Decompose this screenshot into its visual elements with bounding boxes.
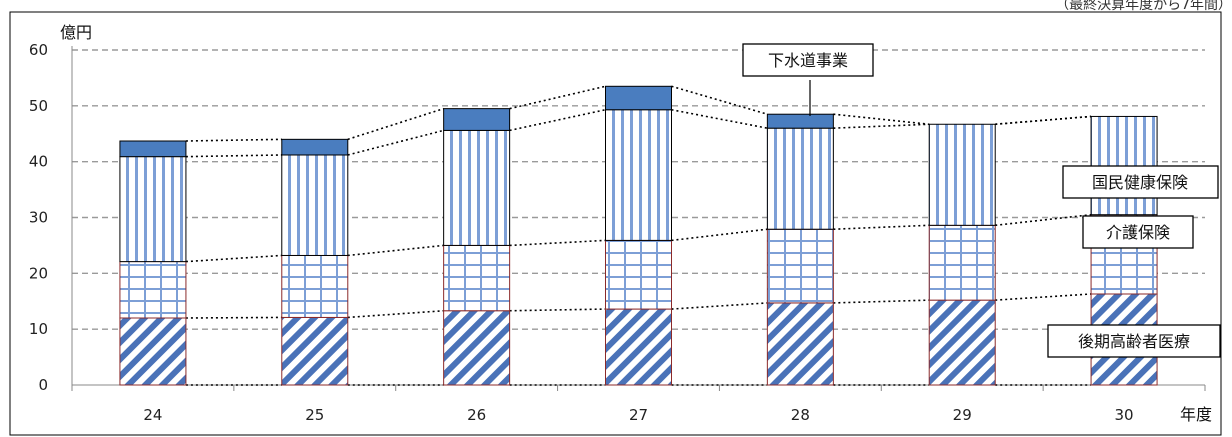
connector-line bbox=[995, 213, 1092, 227]
callout-elderly: 後期高齢者医療 bbox=[1047, 324, 1221, 358]
bar-segment-後期高齢者医療-26 bbox=[443, 310, 511, 386]
bar-segment-後期高齢者医療-28 bbox=[766, 302, 834, 386]
y-tick-label: 40 bbox=[29, 153, 48, 171]
x-tick-label: 28 bbox=[791, 406, 810, 424]
connector-line bbox=[509, 308, 606, 312]
bar-segment-下水道事業-25 bbox=[281, 138, 349, 156]
bar-segment-下水道事業-26 bbox=[443, 108, 511, 131]
connector-line bbox=[509, 108, 606, 132]
callout-care-label: 介護保険 bbox=[1106, 223, 1170, 242]
connector-line bbox=[185, 254, 282, 263]
bar-segment-後期高齢者医療-27 bbox=[605, 308, 672, 386]
bar-segment-国民健康保険-24 bbox=[119, 156, 187, 263]
connector-line bbox=[347, 244, 444, 257]
x-tick-label: 27 bbox=[629, 406, 648, 424]
y-unit-label: 億円 bbox=[60, 23, 92, 42]
connector-line bbox=[833, 123, 930, 129]
connector-line bbox=[347, 129, 444, 156]
connector-line bbox=[833, 299, 930, 304]
bar-segment-下水道事業-28 bbox=[766, 113, 834, 129]
x-tick-label: 24 bbox=[143, 406, 162, 424]
connector-line-total bbox=[347, 107, 444, 141]
connector-line bbox=[833, 224, 930, 231]
connector-line-total bbox=[671, 85, 768, 115]
bar-segment-介護保険-28 bbox=[766, 228, 834, 304]
y-tick-label: 10 bbox=[29, 320, 48, 338]
note-top-right: （最終決算年度から7年間） bbox=[1055, 0, 1232, 13]
x-tick-label: 26 bbox=[467, 406, 486, 424]
y-tick-label: 0 bbox=[38, 376, 48, 394]
callout-nhi-label: 国民健康保険 bbox=[1092, 173, 1188, 192]
y-tick-label: 20 bbox=[29, 264, 48, 282]
connector-line bbox=[185, 316, 282, 319]
callout-sewer-label: 下水道事業 bbox=[768, 51, 848, 70]
y-tick-label: 50 bbox=[29, 97, 48, 115]
connector-line bbox=[185, 154, 282, 158]
bar-segment-介護保険-29 bbox=[928, 224, 996, 301]
bar-segment-後期高齢者医療-29 bbox=[928, 299, 996, 386]
bar-segment-介護保険-25 bbox=[281, 254, 349, 318]
connector-line bbox=[671, 228, 768, 242]
connector-line-total bbox=[833, 113, 930, 126]
bar-segment-介護保険-24 bbox=[119, 261, 187, 319]
connector-line bbox=[671, 108, 768, 129]
connector-line-total bbox=[509, 85, 606, 110]
connector-line-total bbox=[995, 115, 1092, 126]
y-tick-label: 60 bbox=[29, 41, 48, 59]
connector-line bbox=[671, 302, 768, 310]
bar-segment-国民健康保険-26 bbox=[443, 129, 511, 246]
connector-line-total bbox=[185, 138, 282, 142]
callout-sewer: 下水道事業 bbox=[742, 43, 874, 116]
x-tick-label: 30 bbox=[1115, 406, 1134, 424]
x-tick-label: 25 bbox=[305, 406, 324, 424]
connector-line bbox=[995, 293, 1092, 301]
bar-segment-介護保険-27 bbox=[605, 239, 672, 310]
connector-line bbox=[347, 309, 444, 319]
bar-segment-国民健康保険-29 bbox=[928, 123, 996, 226]
bar-segment-介護保険-26 bbox=[443, 244, 511, 312]
y-tick-label: 30 bbox=[29, 209, 48, 227]
bar-segment-後期高齢者医療-24 bbox=[119, 317, 187, 386]
callout-care: 介護保険 bbox=[1082, 215, 1194, 249]
bar-segment-後期高齢者医療-25 bbox=[281, 316, 349, 386]
x-unit-label: 年度 bbox=[1180, 405, 1212, 424]
connector-line bbox=[509, 239, 606, 247]
bar-segment-国民健康保険-25 bbox=[281, 154, 349, 256]
bar-segment-国民健康保険-28 bbox=[766, 127, 834, 230]
bar-segment-国民健康保険-27 bbox=[605, 109, 672, 241]
bar-segment-下水道事業-24 bbox=[119, 140, 187, 158]
chart-border bbox=[9, 11, 1222, 436]
bar-segment-下水道事業-27 bbox=[605, 85, 672, 111]
x-tick-label: 29 bbox=[953, 406, 972, 424]
callout-nhi: 国民健康保険 bbox=[1062, 165, 1219, 199]
callout-elderly-label: 後期高齢者医療 bbox=[1078, 332, 1190, 351]
